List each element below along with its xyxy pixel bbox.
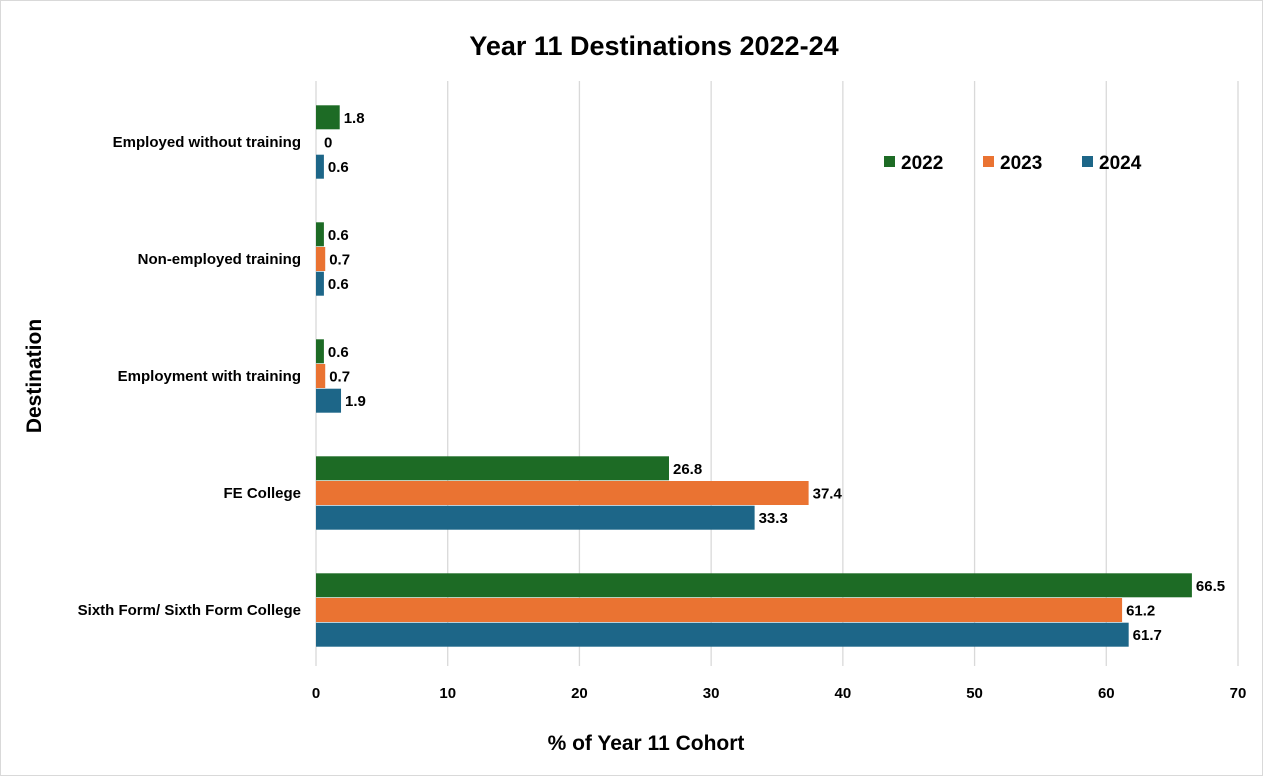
- legend-swatch-2022: [884, 156, 895, 167]
- bar-2022-3: [316, 456, 669, 481]
- bar-2023-2: [316, 364, 326, 388]
- category-label: Employed without training: [113, 134, 301, 151]
- bar-2024-0: [316, 154, 324, 179]
- legend-swatch-2024: [1082, 156, 1093, 167]
- bar-2024-3: [316, 505, 755, 530]
- bar-2022-4: [316, 573, 1192, 598]
- bar-2022-0: [316, 105, 340, 130]
- category-label: Non-employed training: [138, 251, 301, 268]
- bar-2024-1: [316, 271, 324, 296]
- legend: 2022 2023 2024: [884, 153, 1142, 174]
- y-axis-title: Destination: [23, 319, 46, 433]
- data-label: 66.5: [1196, 578, 1225, 595]
- legend-label-2023: 2023: [1000, 153, 1042, 174]
- data-label: 0: [324, 135, 332, 152]
- category-label: Employment with training: [118, 368, 301, 385]
- data-label: 33.3: [759, 510, 788, 527]
- bar-2022-1: [316, 222, 324, 247]
- x-tick-label: 50: [966, 685, 983, 702]
- bar-2023-4: [316, 598, 1123, 622]
- x-tick-label: 60: [1098, 685, 1115, 702]
- data-labels: 1.8 0 0.6 0.6 0.7 0.6 0.6 0.7 1.9 26.8 37.4 33.3 66.…: [324, 110, 1225, 644]
- bar-2023-3: [316, 481, 809, 505]
- chart-title: Year 11 Destinations 2022-24: [469, 31, 838, 61]
- x-tick-label: 20: [571, 685, 588, 702]
- x-tick-label: 0: [312, 685, 320, 702]
- bar-2024-2: [316, 388, 342, 413]
- category-labels: Employed without training Non-employed tr…: [78, 134, 301, 619]
- bar-2022-2: [316, 339, 324, 364]
- legend-label-2024: 2024: [1099, 153, 1142, 174]
- gridlines: [315, 81, 1239, 666]
- legend-swatch-2023: [983, 156, 994, 167]
- x-tick-label: 70: [1230, 685, 1247, 702]
- data-label: 0.6: [328, 227, 349, 244]
- x-tick-labels: 0 10 20 30 40 50 60 70: [312, 685, 1247, 702]
- data-label: 0.6: [328, 344, 349, 361]
- data-label: 26.8: [673, 461, 702, 478]
- bar-2024-4: [316, 622, 1129, 647]
- x-tick-label: 30: [703, 685, 720, 702]
- data-label: 37.4: [813, 486, 843, 503]
- data-label: 1.9: [345, 393, 366, 410]
- data-label: 0.6: [328, 159, 349, 176]
- legend-label-2022: 2022: [901, 153, 943, 174]
- x-tick-label: 40: [835, 685, 852, 702]
- x-axis-title: % of Year 11 Cohort: [548, 732, 745, 755]
- data-label: 1.8: [344, 110, 365, 127]
- data-label: 0.6: [328, 276, 349, 293]
- category-label: FE College: [223, 485, 301, 502]
- data-label: 61.7: [1133, 627, 1162, 644]
- bar-2023-1: [316, 247, 326, 271]
- data-label: 61.2: [1126, 603, 1155, 620]
- data-label: 0.7: [329, 252, 350, 269]
- x-tick-label: 10: [439, 685, 456, 702]
- data-label: 0.7: [329, 369, 350, 386]
- bars: [316, 105, 1192, 647]
- category-label: Sixth Form/ Sixth Form College: [78, 602, 301, 619]
